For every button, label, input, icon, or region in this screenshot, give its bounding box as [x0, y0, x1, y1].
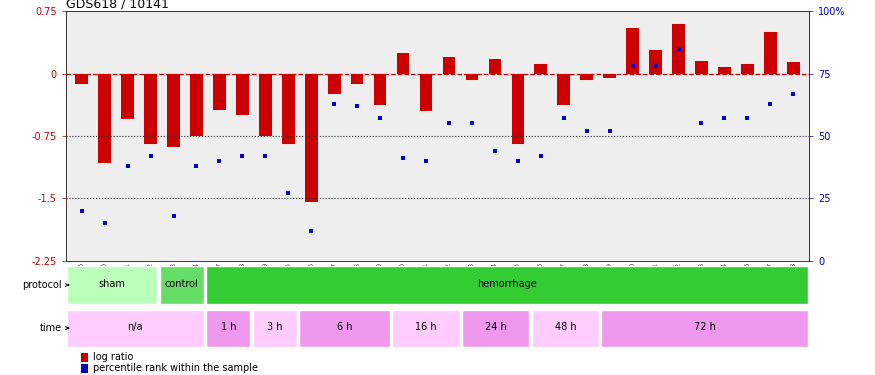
- Bar: [282, 74, 295, 144]
- Text: 3 h: 3 h: [267, 322, 283, 332]
- Bar: [580, 74, 593, 80]
- Bar: [420, 74, 432, 111]
- Point: [144, 153, 158, 159]
- Bar: [374, 74, 387, 105]
- Bar: [206, 310, 250, 347]
- Bar: [512, 74, 524, 144]
- Text: GDS618 / 10141: GDS618 / 10141: [66, 0, 169, 10]
- Point: [787, 90, 801, 96]
- Point: [235, 153, 249, 159]
- Bar: [259, 74, 271, 136]
- Point: [327, 100, 341, 106]
- Bar: [75, 74, 88, 84]
- Text: 1 h: 1 h: [220, 322, 236, 332]
- Point: [419, 158, 433, 164]
- Point: [258, 153, 272, 159]
- Point: [740, 116, 754, 122]
- Bar: [532, 310, 599, 347]
- Bar: [80, 353, 88, 362]
- Bar: [144, 74, 157, 144]
- Point: [718, 116, 732, 122]
- Bar: [764, 32, 777, 74]
- Bar: [66, 266, 158, 304]
- Bar: [672, 24, 685, 74]
- Text: n/a: n/a: [128, 322, 144, 332]
- Text: 48 h: 48 h: [555, 322, 576, 332]
- Bar: [206, 266, 808, 304]
- Text: time: time: [39, 323, 62, 333]
- Text: 24 h: 24 h: [485, 322, 507, 332]
- Bar: [66, 310, 204, 347]
- Bar: [787, 62, 800, 74]
- Bar: [466, 74, 479, 80]
- Bar: [122, 74, 134, 119]
- Text: control: control: [165, 279, 199, 289]
- Bar: [98, 74, 111, 164]
- Bar: [443, 57, 455, 74]
- Point: [626, 63, 640, 69]
- Point: [304, 228, 318, 234]
- Point: [98, 220, 112, 226]
- Point: [511, 158, 525, 164]
- Bar: [557, 74, 570, 105]
- Bar: [253, 310, 297, 347]
- Point: [671, 46, 685, 52]
- Point: [465, 120, 479, 126]
- Point: [190, 163, 204, 169]
- Point: [213, 158, 227, 164]
- Point: [534, 153, 548, 159]
- Bar: [718, 67, 731, 74]
- Point: [396, 155, 410, 161]
- Bar: [649, 50, 662, 74]
- Bar: [190, 74, 203, 136]
- Bar: [396, 53, 410, 74]
- Point: [603, 128, 617, 134]
- Point: [373, 116, 387, 122]
- Bar: [392, 310, 459, 347]
- Point: [281, 190, 295, 196]
- Bar: [535, 64, 547, 74]
- Bar: [741, 64, 753, 74]
- Point: [580, 128, 594, 134]
- Point: [442, 120, 456, 126]
- Text: log ratio: log ratio: [93, 352, 134, 363]
- Point: [350, 103, 364, 109]
- Bar: [236, 74, 248, 115]
- Bar: [299, 310, 390, 347]
- Text: 6 h: 6 h: [337, 322, 353, 332]
- Point: [695, 120, 709, 126]
- Point: [556, 116, 570, 122]
- Text: 16 h: 16 h: [415, 322, 437, 332]
- Text: protocol: protocol: [22, 280, 62, 290]
- Bar: [626, 28, 639, 74]
- Text: hemorrhage: hemorrhage: [478, 279, 537, 289]
- Bar: [214, 74, 226, 110]
- Bar: [695, 61, 708, 74]
- Text: sham: sham: [99, 279, 125, 289]
- Text: 72 h: 72 h: [694, 322, 716, 332]
- Bar: [328, 74, 340, 94]
- Bar: [167, 74, 180, 147]
- Bar: [604, 74, 616, 78]
- Bar: [351, 74, 363, 84]
- Point: [74, 208, 88, 214]
- Bar: [160, 266, 204, 304]
- Point: [121, 163, 135, 169]
- Bar: [80, 364, 88, 373]
- Bar: [601, 310, 808, 347]
- Bar: [488, 58, 501, 74]
- Bar: [462, 310, 529, 347]
- Point: [488, 148, 502, 154]
- Text: percentile rank within the sample: percentile rank within the sample: [93, 363, 258, 373]
- Point: [166, 213, 180, 219]
- Point: [763, 100, 777, 106]
- Point: [648, 63, 662, 69]
- Bar: [304, 74, 318, 202]
